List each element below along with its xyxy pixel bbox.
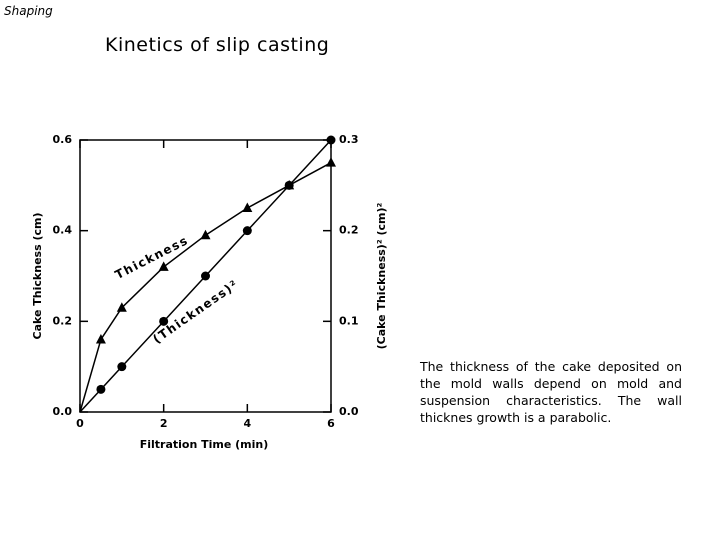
curve-lead-in bbox=[79, 388, 102, 413]
y-tick-label: 0.6 bbox=[53, 133, 73, 146]
y-tick-label: 0.0 bbox=[53, 405, 73, 418]
plot-frame bbox=[79, 139, 332, 413]
curve-label: Thickness bbox=[113, 233, 191, 282]
y2-tick-label: 0.3 bbox=[339, 133, 359, 146]
slide-header: Shaping bbox=[4, 4, 53, 18]
y2-tick-label: 0.0 bbox=[339, 405, 359, 418]
slide-title: Kinetics of slip casting bbox=[105, 34, 330, 56]
triangle-marker bbox=[200, 229, 211, 240]
y2-tick-label: 0.2 bbox=[339, 224, 359, 237]
circle-marker bbox=[284, 180, 294, 190]
x-tick-label: 4 bbox=[244, 417, 252, 430]
x-tick-label: 0 bbox=[76, 417, 84, 430]
x-axis-label: Filtration Time (min) bbox=[140, 438, 269, 451]
y2-tick-label: 0.1 bbox=[339, 314, 359, 327]
y2-axis-label: (Cake Thickness)² (cm)² bbox=[375, 202, 388, 349]
body-text: The thickness of the cake deposited on t… bbox=[420, 359, 682, 425]
x-tick-label: 2 bbox=[160, 417, 168, 430]
y-axis-label: Cake Thickness (cm) bbox=[31, 213, 44, 340]
triangle-marker bbox=[242, 202, 253, 212]
triangle-marker bbox=[326, 157, 336, 167]
circle-marker bbox=[201, 271, 210, 281]
circle-marker bbox=[326, 135, 336, 145]
circle-marker bbox=[117, 362, 127, 372]
circle-marker bbox=[159, 316, 169, 326]
curve-lead-in bbox=[79, 339, 102, 413]
x-tick-label: 6 bbox=[327, 417, 335, 430]
y-tick-label: 0.4 bbox=[53, 224, 73, 237]
triangle-marker bbox=[95, 333, 106, 344]
y-tick-label: 0.2 bbox=[53, 314, 73, 327]
series-line bbox=[100, 162, 332, 340]
triangle-marker bbox=[116, 302, 127, 312]
circle-marker bbox=[242, 226, 252, 236]
triangle-marker bbox=[158, 261, 169, 271]
circle-marker bbox=[96, 384, 106, 394]
